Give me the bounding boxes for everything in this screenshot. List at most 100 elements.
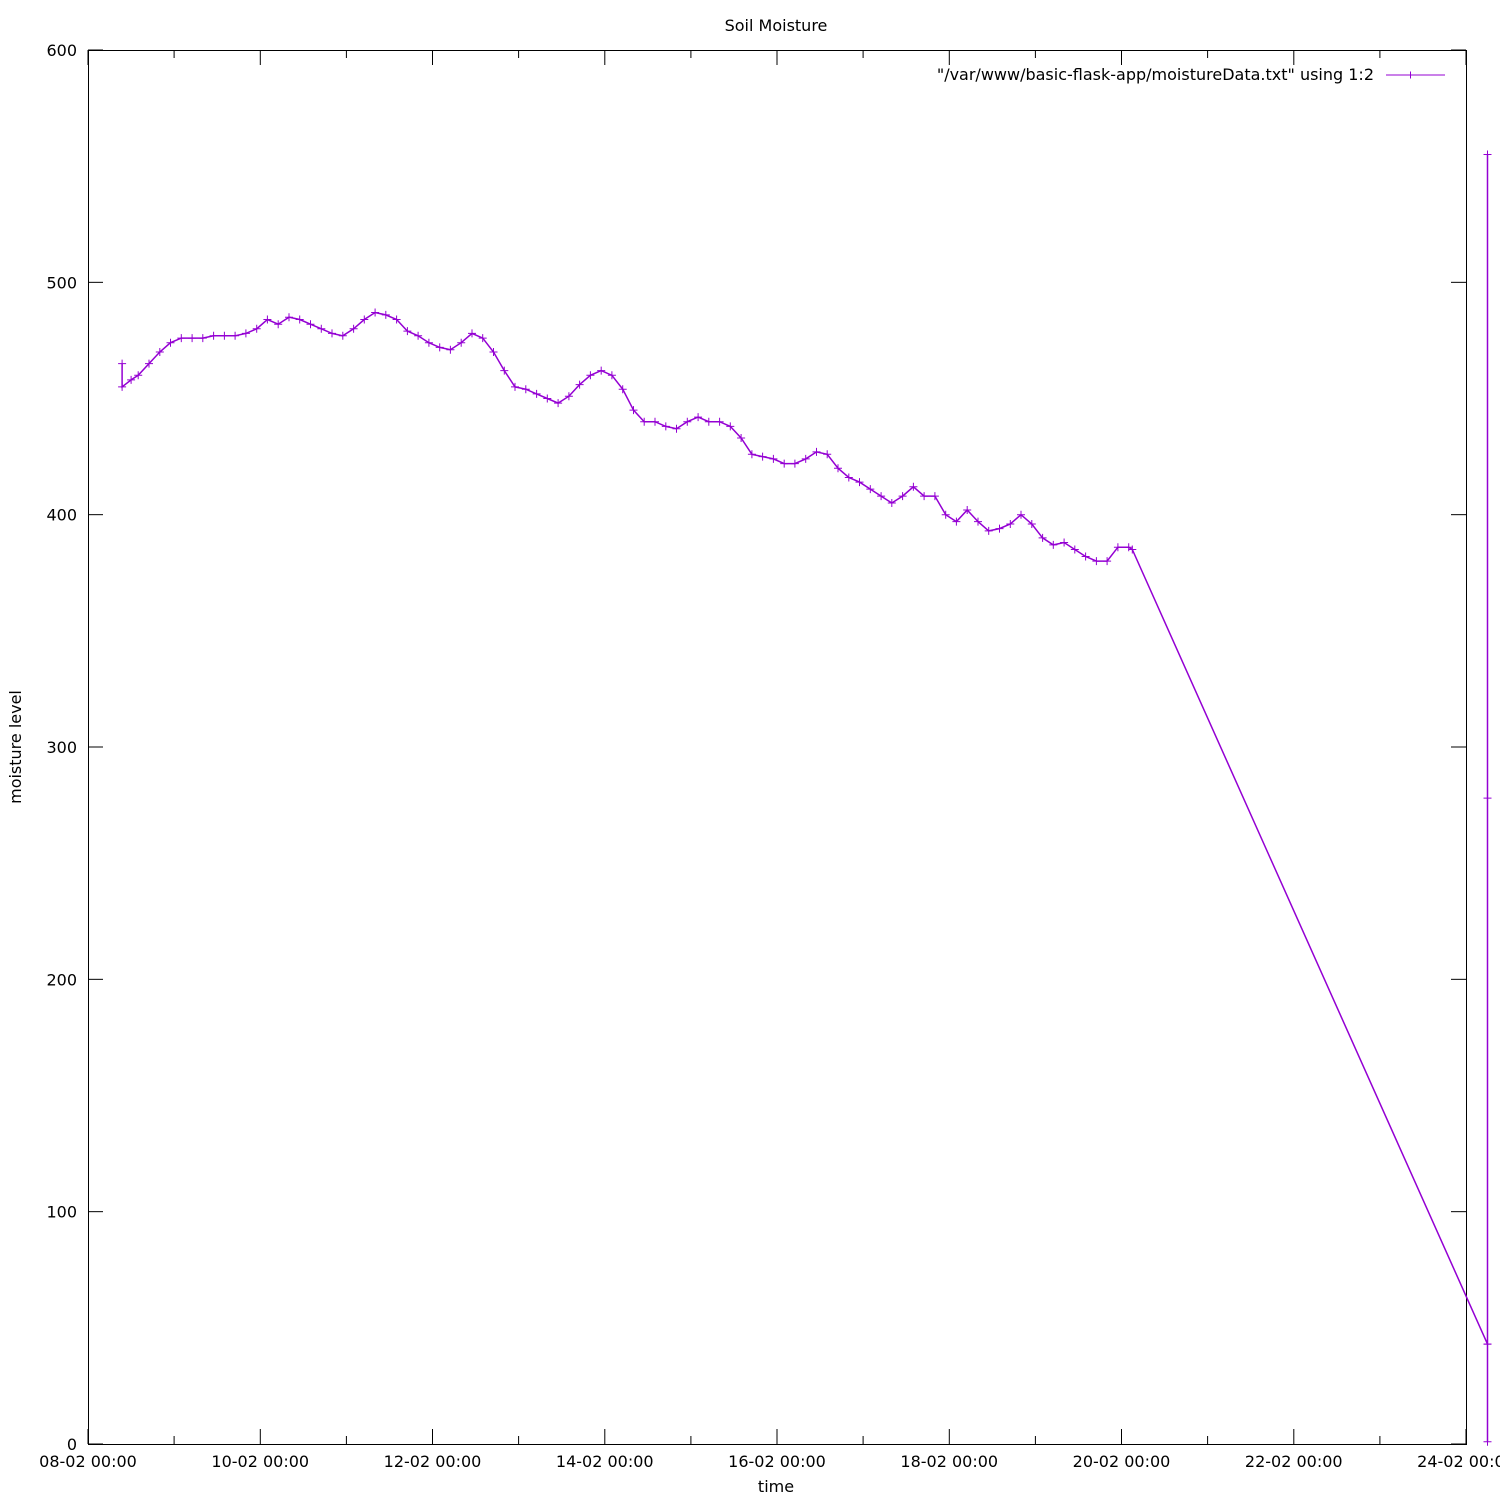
data-point-marker bbox=[866, 485, 875, 494]
y-tick-label: 0 bbox=[67, 1435, 77, 1454]
data-point-marker bbox=[694, 413, 703, 422]
x-tick-label: 24-02 00:00 bbox=[1417, 1452, 1500, 1471]
legend-entry-label: "/var/www/basic-flask-app/moistureData.t… bbox=[937, 65, 1374, 84]
data-point-marker bbox=[274, 320, 283, 329]
data-point-marker bbox=[263, 315, 272, 324]
series-group bbox=[118, 150, 1492, 1446]
data-point-marker bbox=[118, 382, 127, 391]
data-point-marker bbox=[468, 329, 476, 338]
data-point-marker bbox=[118, 359, 127, 368]
y-tick-label: 300 bbox=[46, 738, 77, 757]
data-point-marker bbox=[177, 334, 186, 343]
x-axis-label: time bbox=[758, 1477, 794, 1496]
data-point-marker bbox=[231, 331, 240, 340]
data-point-marker bbox=[392, 315, 401, 324]
data-point-marker bbox=[1070, 545, 1079, 554]
data-point-marker bbox=[220, 331, 229, 340]
data-point-marker bbox=[952, 517, 961, 526]
data-point-marker bbox=[877, 492, 886, 501]
data-point-marker bbox=[489, 348, 498, 356]
data-point-marker bbox=[1092, 557, 1101, 566]
data-point-marker bbox=[511, 382, 519, 391]
data-point-marker bbox=[823, 450, 832, 459]
data-point-marker bbox=[554, 399, 563, 408]
data-point-marker bbox=[844, 473, 853, 482]
data-point-marker bbox=[661, 422, 670, 431]
data-point-marker bbox=[812, 447, 821, 456]
data-point-marker bbox=[747, 450, 756, 459]
x-tick-label: 20-02 00:00 bbox=[1073, 1452, 1171, 1471]
data-point-marker bbox=[521, 385, 530, 394]
data-point-marker bbox=[1027, 520, 1036, 528]
data-point-marker bbox=[166, 338, 175, 347]
data-point-marker bbox=[285, 313, 293, 322]
data-point-marker bbox=[834, 464, 842, 473]
data-point-marker bbox=[920, 492, 929, 501]
plot-frame bbox=[88, 50, 1467, 1445]
data-point-marker bbox=[127, 375, 136, 384]
data-point-marker bbox=[338, 331, 347, 340]
data-point-marker bbox=[898, 492, 907, 501]
data-point-marker bbox=[909, 482, 918, 491]
y-axis-label: moisture level bbox=[6, 690, 25, 804]
data-point-marker bbox=[1483, 150, 1492, 159]
data-point-marker bbox=[1483, 1340, 1492, 1349]
data-point-marker bbox=[575, 380, 584, 389]
data-point-marker bbox=[198, 334, 207, 343]
data-point-marker bbox=[672, 424, 681, 433]
data-point-marker bbox=[1017, 510, 1025, 519]
data-point-marker bbox=[629, 406, 638, 415]
data-point-marker bbox=[1128, 545, 1137, 554]
data-point-marker bbox=[780, 459, 789, 468]
data-point-marker bbox=[500, 366, 509, 375]
data-point-marker bbox=[683, 417, 692, 426]
data-point-marker bbox=[306, 320, 315, 329]
data-point-marker bbox=[371, 308, 380, 317]
data-point-marker bbox=[349, 324, 358, 333]
data-point-marker bbox=[618, 385, 627, 394]
data-point-marker bbox=[1483, 794, 1492, 803]
data-point-marker bbox=[640, 417, 649, 426]
y-tick-label: 200 bbox=[46, 970, 77, 989]
x-tick-labels: 08-02 00:00 10-02 00:00 12-02 00:00 14-02 0… bbox=[39, 1452, 1500, 1471]
data-point-marker bbox=[564, 392, 573, 401]
data-point-marker bbox=[295, 315, 304, 324]
data-point-marker bbox=[651, 417, 659, 426]
data-point-marker bbox=[586, 371, 595, 380]
data-point-marker bbox=[1006, 520, 1015, 528]
legend: "/var/www/basic-flask-app/moistureData.t… bbox=[937, 65, 1445, 84]
y-tick-label: 400 bbox=[46, 506, 77, 525]
data-point-marker bbox=[855, 478, 864, 487]
data-point-marker bbox=[1103, 557, 1112, 566]
y-tick-labels: 0 100 200 300 400 500 600 bbox=[46, 41, 77, 1454]
data-point-marker bbox=[984, 526, 993, 535]
data-point-marker bbox=[457, 338, 466, 347]
data-point-marker bbox=[145, 359, 153, 368]
y-tick-label: 500 bbox=[46, 273, 77, 292]
data-point-marker bbox=[1049, 540, 1058, 549]
data-point-marker bbox=[241, 329, 250, 338]
data-point-marker bbox=[134, 371, 143, 380]
data-point-marker bbox=[769, 454, 778, 463]
data-point-marker bbox=[607, 371, 616, 380]
data-point-marker bbox=[328, 329, 336, 338]
data-point-marker bbox=[974, 517, 982, 526]
data-point-marker bbox=[424, 338, 433, 347]
data-point-marker bbox=[995, 524, 1004, 533]
data-point-marker bbox=[381, 310, 390, 319]
data-point-marker bbox=[1081, 552, 1090, 561]
data-point-marker bbox=[715, 417, 724, 426]
data-point-marker bbox=[801, 454, 810, 463]
data-point-marker bbox=[597, 366, 606, 375]
data-point-marker bbox=[930, 492, 939, 501]
data-point-marker bbox=[532, 389, 541, 398]
data-point-marker bbox=[1113, 543, 1122, 552]
data-point-marker bbox=[704, 417, 713, 426]
data-point-marker bbox=[360, 315, 369, 324]
chart-title: Soil Moisture bbox=[725, 16, 828, 35]
data-point-marker bbox=[317, 324, 326, 333]
x-tick-label: 12-02 00:00 bbox=[384, 1452, 482, 1471]
data-point-marker bbox=[941, 510, 950, 519]
